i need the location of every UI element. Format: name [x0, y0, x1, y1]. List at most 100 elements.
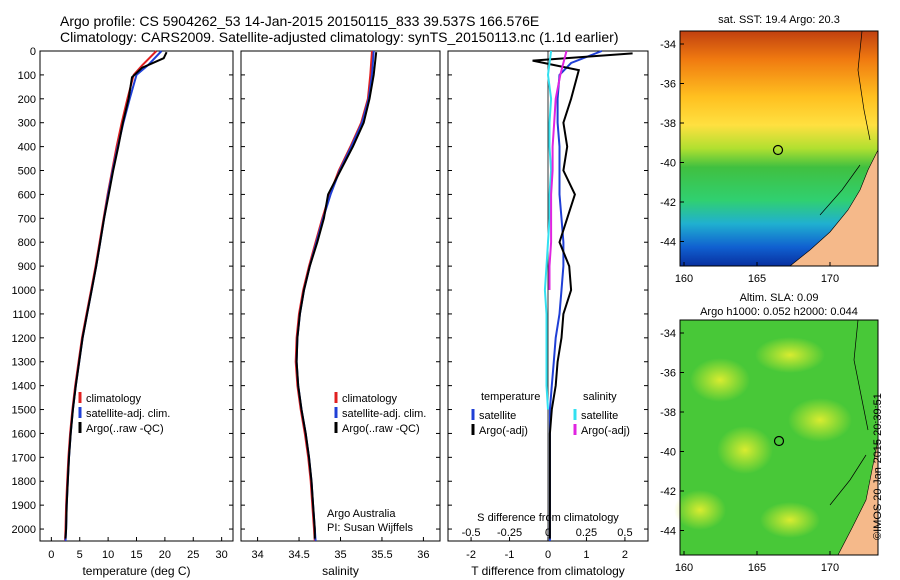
- s-tick-label: -0.5: [462, 527, 481, 539]
- x-tick-label: 0: [545, 549, 551, 561]
- x-tick-label: 5: [77, 549, 83, 561]
- y-tick-label: 900: [18, 261, 36, 273]
- y-tick-label: 700: [18, 213, 36, 225]
- x-tick-label: 25: [187, 549, 199, 561]
- x-tick-label: 35.5: [371, 549, 392, 561]
- legend-label: Argo(..raw -QC): [86, 423, 164, 435]
- y-tick-label: 1400: [12, 381, 36, 393]
- y-tick-label: 1800: [12, 476, 36, 488]
- sla-coastline: [829, 319, 869, 506]
- x-tick-label: -2: [466, 549, 476, 561]
- legend-title: salinity: [583, 391, 617, 403]
- map-y-tick-label: -42: [660, 486, 676, 498]
- plot-frame: [39, 50, 234, 542]
- y-tick-label: 1500: [12, 405, 36, 417]
- series-line: [543, 50, 553, 410]
- x-tick-label: -1: [505, 549, 515, 561]
- x-tick-label: 0: [48, 549, 54, 561]
- x-tick-label: 35: [334, 549, 346, 561]
- map-y-tick-label: -38: [660, 118, 676, 130]
- map-y-tick-label: -42: [660, 197, 676, 209]
- x-tick-label: 10: [102, 549, 114, 561]
- series-line: [64, 51, 168, 539]
- map-y-tick-label: -34: [660, 39, 676, 51]
- y-tick-label: 1200: [12, 333, 36, 345]
- legend-label: climatology: [86, 393, 142, 405]
- legend-label: satellite-adj. clim.: [86, 408, 170, 420]
- map-y-tick-label: -34: [660, 328, 676, 340]
- y-tick-label: 800: [18, 237, 36, 249]
- map-x-tick-label: 170: [821, 562, 839, 574]
- x-tick-label: 36: [417, 549, 429, 561]
- y-tick-label: 400: [18, 142, 36, 154]
- map-x-tick-label: 165: [748, 273, 766, 285]
- sst-map: [679, 30, 879, 267]
- map-title: Altim. SLA: 0.09: [740, 292, 819, 304]
- x-tick-label: 34.5: [288, 549, 309, 561]
- x-tick-label: 1: [583, 549, 589, 561]
- s-tick-label: -0.25: [497, 527, 522, 539]
- sla-map: [674, 319, 879, 556]
- map-x-tick-label: 160: [675, 562, 693, 574]
- chart-panel-1: 0100200300400500600700800900100011001200…: [12, 46, 234, 578]
- y-tick-label: 0: [30, 46, 36, 58]
- sst-map-axes: sat. SST: 19.4 Argo: 20.3 -34 -36 -38 -40 -42…: [660, 14, 840, 285]
- y-tick-label: 200: [18, 94, 36, 106]
- annotation-text: Argo Australia: [327, 508, 396, 520]
- sst-coastline: [819, 30, 871, 216]
- s-tick-label: 0.25: [576, 527, 597, 539]
- legend-label: climatology: [342, 393, 398, 405]
- x-tick-label: 15: [130, 549, 142, 561]
- y-tick-label: 500: [18, 166, 36, 178]
- x-tick-label: 20: [159, 549, 171, 561]
- map-y-tick-label: -38: [660, 407, 676, 419]
- legend-label: Argo(..raw -QC): [342, 423, 420, 435]
- annotation-text: PI: Susan Wijffels: [327, 522, 413, 534]
- title-line-1: Argo profile: CS 5904262_53 14-Jan-2015 …: [60, 13, 540, 29]
- y-tick-label: 1300: [12, 357, 36, 369]
- legend-label: satellite: [479, 410, 516, 422]
- y-tick-label: 300: [18, 118, 36, 130]
- legend-label: satellite: [581, 410, 618, 422]
- chart-panel-2: 34 34.5 35 35.5 36 salinity climatology satelli…: [240, 50, 441, 578]
- x-tick-label: 30: [216, 549, 228, 561]
- map-y-tick-label: -44: [660, 237, 676, 249]
- legend-label: Argo(-adj): [581, 425, 630, 437]
- legend-label: Argo(-adj): [479, 425, 528, 437]
- x-axis-label: temperature (deg C): [82, 564, 190, 578]
- x-tick-label: 34: [251, 549, 263, 561]
- map-title: Argo h1000: 0.052 h2000: 0.044: [700, 306, 858, 318]
- map-y-tick-label: -36: [660, 79, 676, 91]
- plot-frame: [240, 50, 441, 542]
- y-tick-label: 1000: [12, 285, 36, 297]
- map-x-tick-label: 170: [821, 273, 839, 285]
- legend-title: temperature: [481, 391, 540, 403]
- y-tick-label: 600: [18, 189, 36, 201]
- map-x-tick-label: 165: [748, 562, 766, 574]
- credit-text: ©IMOS 20-Jan-2015 20:39:51: [872, 393, 884, 540]
- y-tick-label: 2000: [12, 524, 36, 536]
- sla-float-marker: [773, 435, 785, 447]
- y-tick-label: 1900: [12, 500, 36, 512]
- x-axis-label: salinity: [322, 564, 359, 578]
- s-tick-label: 0.5: [617, 527, 632, 539]
- y-tick-label: 1100: [12, 309, 36, 321]
- series-line: [532, 52, 633, 539]
- map-y-tick-label: -36: [660, 368, 676, 380]
- map-x-tick-label: 160: [675, 273, 693, 285]
- title-line-2: Climatology: CARS2009. Satellite-adjuste…: [60, 29, 619, 45]
- map-y-tick-label: -44: [660, 526, 676, 538]
- sla-map-axes: Altim. SLA: 0.09 Argo h1000: 0.052 h2000:…: [660, 292, 858, 574]
- legend-label: satellite-adj. clim.: [342, 408, 426, 420]
- y-tick-label: 1700: [12, 452, 36, 464]
- sst-float-marker: [772, 144, 784, 156]
- map-y-tick-label: -40: [660, 447, 676, 459]
- x-axis-label: T difference from climatology: [471, 564, 625, 578]
- series-line: [295, 52, 378, 539]
- series-line: [548, 50, 568, 290]
- map-title: sat. SST: 19.4 Argo: 20.3: [718, 14, 840, 26]
- x-tick-label: 2: [622, 549, 628, 561]
- map-y-tick-label: -40: [660, 158, 676, 170]
